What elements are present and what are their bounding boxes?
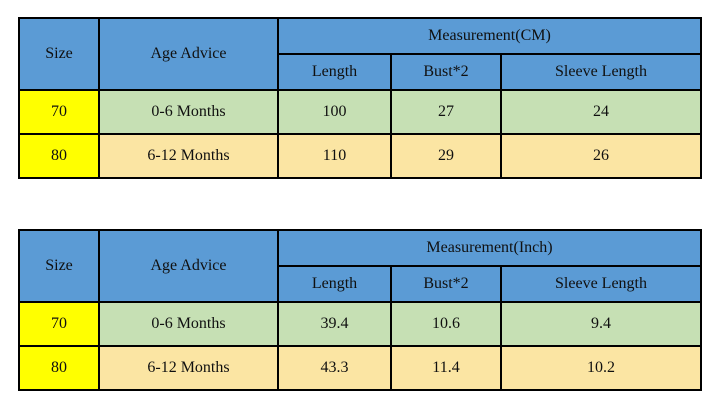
age-cell: 0-6 Months	[98, 301, 279, 347]
measurement-group-header: Measurement(CM)	[277, 17, 702, 55]
size-cell: 70	[18, 89, 100, 135]
sleeve-cell: 9.4	[499, 301, 703, 347]
sleeve-cell: 26	[500, 133, 702, 179]
size-cell: 80	[18, 345, 100, 391]
bust-column-header: Bust*2	[390, 53, 502, 91]
size-column-header: Size	[18, 229, 100, 303]
length-cell: 110	[277, 133, 392, 179]
length-cell: 43.3	[277, 345, 392, 391]
size-chart-cm-table: Size Age Advice Measurement(CM) Length B…	[18, 17, 702, 179]
bust-column-header: Bust*2	[390, 265, 502, 303]
table-row: 70 0-6 Months 100 27 24	[18, 89, 702, 135]
size-cell: 70	[18, 301, 100, 347]
bust-cell: 29	[390, 133, 502, 179]
age-cell: 6-12 Months	[98, 133, 279, 179]
table-row: 80 6-12 Months 110 29 26	[18, 133, 702, 179]
length-column-header: Length	[277, 265, 392, 303]
length-column-header: Length	[277, 53, 392, 91]
sleeve-length-column-header: Sleeve Length	[499, 265, 703, 303]
size-cell: 80	[18, 133, 100, 179]
bust-cell: 11.4	[390, 345, 502, 391]
size-chart-inch-table: Size Age Advice Measurement(Inch) Length…	[18, 229, 703, 391]
bust-cell: 27	[390, 89, 502, 135]
length-cell: 39.4	[277, 301, 392, 347]
age-advice-column-header: Age Advice	[98, 17, 279, 91]
table-row: 80 6-12 Months 43.3 11.4 10.2	[18, 345, 703, 391]
sleeve-length-column-header: Sleeve Length	[500, 53, 702, 91]
bust-cell: 10.6	[390, 301, 502, 347]
length-cell: 100	[277, 89, 392, 135]
age-cell: 0-6 Months	[98, 89, 279, 135]
sleeve-cell: 24	[500, 89, 702, 135]
measurement-group-header: Measurement(Inch)	[276, 229, 703, 267]
age-cell: 6-12 Months	[98, 345, 279, 391]
size-column-header: Size	[18, 17, 100, 91]
age-advice-column-header: Age Advice	[98, 229, 279, 303]
table-row: 70 0-6 Months 39.4 10.6 9.4	[18, 301, 703, 347]
sleeve-cell: 10.2	[499, 345, 703, 391]
